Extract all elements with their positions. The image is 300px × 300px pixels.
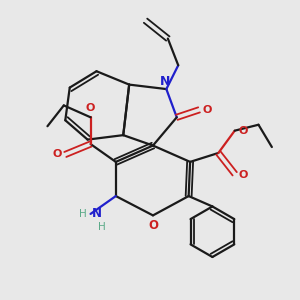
Text: O: O xyxy=(203,105,212,115)
Text: O: O xyxy=(85,103,94,113)
Text: H: H xyxy=(98,222,106,232)
Text: H: H xyxy=(79,209,87,219)
Text: O: O xyxy=(238,126,248,136)
Text: O: O xyxy=(238,170,248,180)
Text: O: O xyxy=(148,219,158,232)
Text: O: O xyxy=(52,149,62,160)
Text: N: N xyxy=(160,75,170,88)
Text: N: N xyxy=(92,206,102,220)
